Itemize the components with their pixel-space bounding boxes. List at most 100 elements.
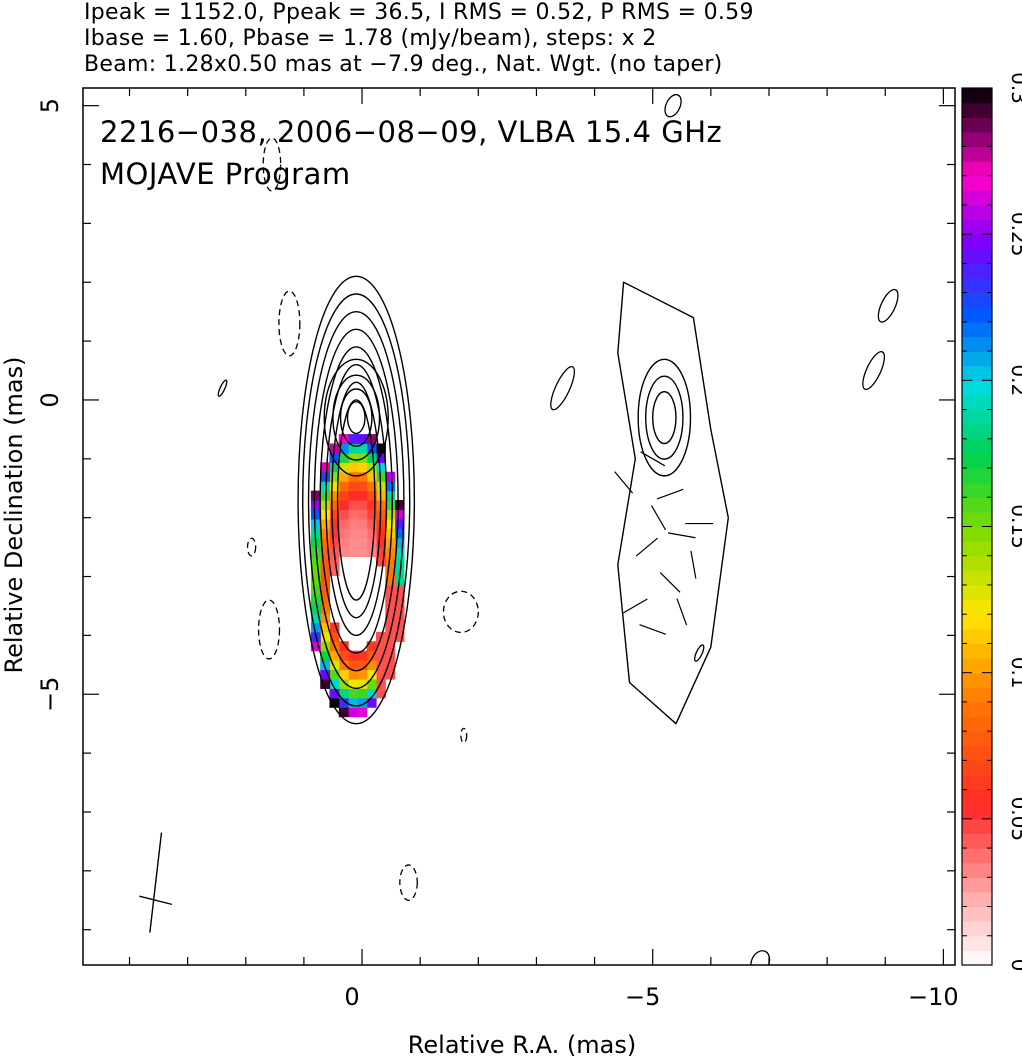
pol-pixel bbox=[320, 641, 331, 652]
pol-pixel bbox=[338, 443, 349, 454]
pol-pixel bbox=[348, 528, 358, 539]
y-tick-label: −5 bbox=[36, 677, 64, 712]
pol-pixel bbox=[357, 443, 368, 454]
colorbar-swatch bbox=[962, 584, 992, 601]
pol-pixel bbox=[348, 547, 358, 558]
left-core-contour bbox=[323, 358, 389, 477]
colorbar-swatch bbox=[962, 307, 992, 323]
evpa-tick bbox=[667, 532, 696, 539]
x-tick-label: −5 bbox=[625, 983, 660, 1011]
pol-pixel bbox=[366, 688, 377, 699]
evpa-tick bbox=[622, 598, 648, 614]
colorbar-swatch bbox=[962, 687, 992, 703]
pol-pixel bbox=[320, 556, 331, 567]
pol-pixel bbox=[310, 641, 321, 652]
pol-pixel bbox=[329, 528, 340, 539]
pol-pixel bbox=[320, 613, 331, 624]
colorbar-swatch bbox=[962, 204, 992, 221]
pol-pixel bbox=[357, 490, 368, 501]
pol-pixel bbox=[338, 537, 349, 548]
colorbar-swatch bbox=[962, 526, 992, 542]
noise-contour bbox=[550, 365, 576, 411]
pol-pixel bbox=[375, 528, 386, 539]
pol-pixel bbox=[348, 500, 358, 511]
pol-pixel bbox=[348, 678, 358, 689]
negative-contour bbox=[460, 727, 468, 744]
colorbar-swatch bbox=[962, 658, 992, 674]
right-core-contour bbox=[637, 358, 692, 477]
pol-pixel bbox=[320, 500, 331, 511]
pol-pixel bbox=[348, 471, 358, 482]
pol-pixel bbox=[348, 509, 358, 520]
colorbar-swatch bbox=[962, 891, 992, 908]
pol-pixel bbox=[385, 565, 396, 576]
pol-pixel bbox=[385, 650, 396, 661]
evpa-tick bbox=[659, 572, 681, 593]
beam-minor-axis bbox=[139, 895, 173, 906]
header: Ipeak = 1152.0, Ppeak = 36.5, I RMS = 0.… bbox=[84, 0, 1014, 78]
colorbar-swatch bbox=[962, 511, 992, 528]
left-contour bbox=[336, 399, 376, 601]
pol-pixel bbox=[357, 500, 368, 511]
pol-pixel bbox=[366, 518, 377, 529]
pol-pixel bbox=[394, 631, 405, 642]
pol-pixel bbox=[310, 575, 321, 586]
colorbar-swatch bbox=[962, 321, 992, 338]
pol-pixel bbox=[338, 500, 349, 511]
pol-pixel bbox=[375, 641, 386, 652]
evpa-tick bbox=[651, 505, 667, 531]
negative-contour bbox=[246, 537, 257, 557]
pol-pixel bbox=[348, 537, 358, 548]
colorbar-swatch bbox=[962, 146, 992, 162]
pol-pixel bbox=[375, 471, 386, 482]
colorbar-swatch bbox=[962, 438, 992, 455]
pol-pixel bbox=[385, 528, 396, 539]
colorbar-swatch bbox=[962, 161, 992, 177]
colorbar-swatch bbox=[962, 570, 992, 586]
pol-pixel bbox=[366, 471, 377, 482]
noise-contour bbox=[877, 288, 899, 323]
pol-pixel bbox=[329, 660, 340, 671]
negative-contour bbox=[262, 137, 282, 192]
colorbar-swatch bbox=[962, 789, 992, 805]
header-line-base: Ibase = 1.60, Pbase = 1.78 (mJy/beam), s… bbox=[84, 26, 657, 51]
pol-pixel bbox=[310, 613, 321, 624]
pol-pixel bbox=[338, 434, 349, 445]
pol-pixel bbox=[329, 688, 340, 699]
pol-pixel bbox=[329, 650, 340, 661]
pol-pixel bbox=[320, 660, 331, 671]
pol-pixel bbox=[357, 547, 368, 558]
colorbar-swatch bbox=[962, 248, 992, 264]
pol-pixel bbox=[348, 462, 358, 473]
negative-contour bbox=[442, 590, 479, 634]
pol-pixel bbox=[338, 641, 349, 652]
colorbar-swatch bbox=[962, 497, 992, 513]
evpa-tick bbox=[635, 537, 659, 557]
evpa-tick bbox=[656, 488, 684, 500]
pol-pixel bbox=[375, 537, 386, 548]
pol-pixel bbox=[366, 537, 377, 548]
negative-contour bbox=[257, 599, 281, 660]
pol-pixel bbox=[348, 688, 358, 699]
pol-pixel bbox=[394, 537, 405, 548]
colorbar-tick-label: 0 bbox=[1007, 959, 1022, 972]
pol-pixel bbox=[394, 565, 405, 576]
colorbar-swatch bbox=[962, 234, 992, 250]
noise-contour bbox=[217, 379, 228, 397]
left-contour bbox=[325, 363, 388, 637]
pol-pixel bbox=[329, 500, 340, 511]
colorbar-swatch bbox=[962, 774, 992, 791]
pol-pixel bbox=[385, 481, 396, 492]
pol-pixel bbox=[385, 622, 396, 633]
pol-pixel bbox=[329, 697, 340, 708]
colorbar-swatch bbox=[962, 745, 992, 761]
pol-pixel bbox=[320, 528, 331, 539]
y-tick-label: 0 bbox=[36, 392, 64, 407]
chart-title: 2216−038, 2006−08−09, VLBA 15.4 GHz bbox=[100, 115, 722, 149]
pol-pixel bbox=[348, 518, 358, 529]
evpa-tick bbox=[676, 598, 688, 626]
pol-pixel bbox=[394, 528, 405, 539]
left-contour bbox=[307, 310, 405, 690]
pol-pixel bbox=[338, 518, 349, 529]
left-core-contour bbox=[346, 401, 366, 435]
